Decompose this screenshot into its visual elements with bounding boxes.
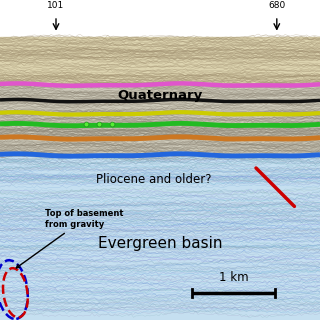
Bar — [0, 0, 320, 38]
Text: Top of basement
from gravity: Top of basement from gravity — [16, 210, 123, 268]
Text: Pliocene and older?: Pliocene and older? — [96, 173, 211, 186]
Text: Evergreen basin: Evergreen basin — [98, 236, 222, 251]
Bar — [0, 155, 320, 320]
Bar — [0, 37, 320, 86]
Text: 1 km: 1 km — [219, 271, 248, 284]
Text: Interstate
680: Interstate 680 — [255, 0, 299, 10]
Text: Quaternary: Quaternary — [117, 90, 203, 102]
Bar — [0, 86, 320, 160]
Text: Highway
101: Highway 101 — [36, 0, 76, 10]
